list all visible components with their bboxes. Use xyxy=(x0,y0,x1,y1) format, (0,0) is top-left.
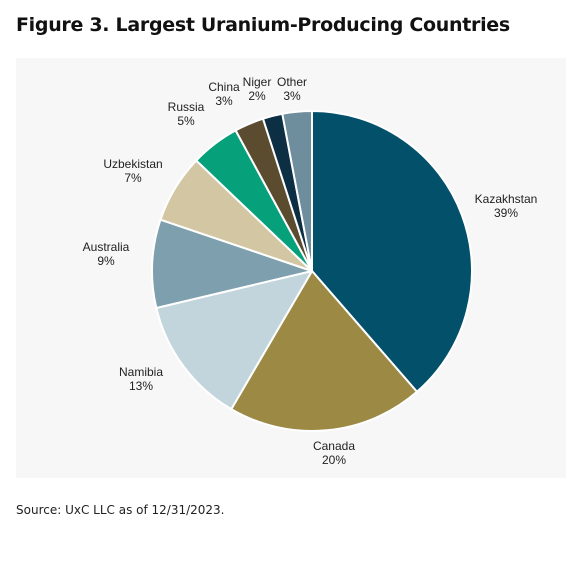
chart-title: Figure 3. Largest Uranium-Producing Coun… xyxy=(16,14,510,36)
data-label-russia: Russia 5% xyxy=(168,100,205,128)
pie-chart: Kazakhstan 39% Canada 20% Namibia 13% Australi… xyxy=(83,75,538,467)
pie-slice-other xyxy=(281,110,313,272)
pie-slice-australia xyxy=(151,218,313,309)
data-label-canada: Canada 20% xyxy=(313,439,355,467)
chart-panel: Kazakhstan 39% Canada 20% Namibia 13% Australi… xyxy=(16,58,566,478)
source-note: Source: UxC LLC as of 12/31/2023. xyxy=(16,503,225,517)
data-label-namibia: Namibia 13% xyxy=(119,365,163,393)
data-label-uzbekistan: Uzbekistan 7% xyxy=(103,157,162,185)
pie-slice-canada xyxy=(230,270,418,432)
data-label-china: China 3% xyxy=(208,80,240,108)
data-label-australia: Australia 9% xyxy=(83,240,130,268)
data-label-niger: Niger 2% xyxy=(243,75,272,103)
pie-slice-kazakhstan xyxy=(311,110,473,393)
data-label-other: Other 3% xyxy=(277,75,307,103)
pie-slice-namibia xyxy=(155,270,313,411)
data-label-kazakhstan: Kazakhstan 39% xyxy=(475,192,538,220)
